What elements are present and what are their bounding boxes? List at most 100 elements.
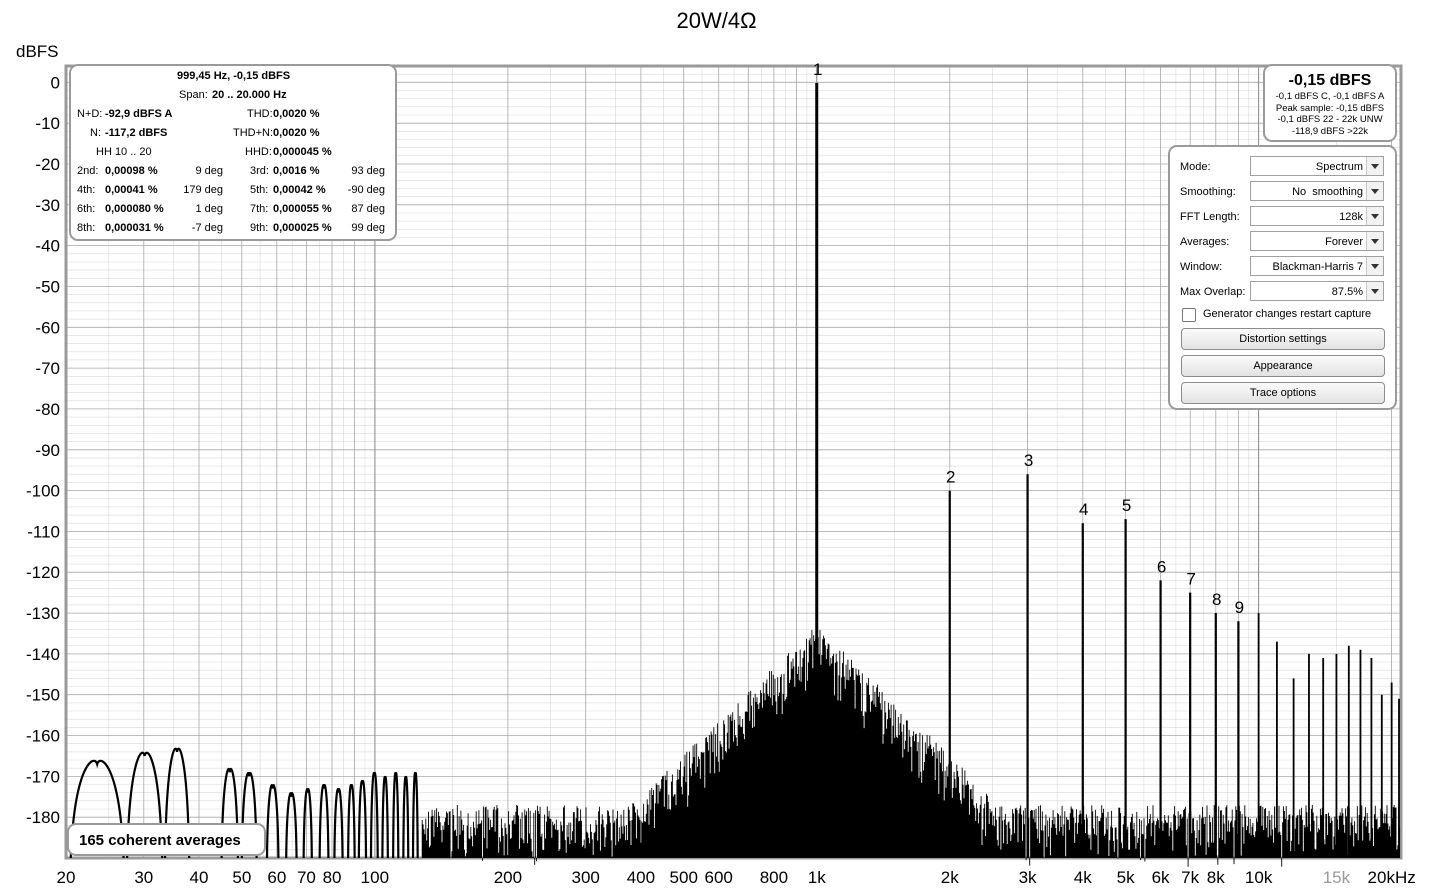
- x-tick-label: 1k: [808, 868, 826, 887]
- trace-sidelobe: [163, 747, 191, 859]
- trace-sidelobe: [265, 784, 280, 859]
- mode-value: Spectrum: [1315, 161, 1363, 173]
- thdn-label: THD+N:: [233, 127, 274, 139]
- harmonic-percent: 0,000055 %: [273, 203, 332, 215]
- x-tick-label: 6k: [1152, 868, 1170, 887]
- span-value: 20 .. 20.000 Hz: [212, 89, 287, 101]
- harmonic-row: 4th: 0,00041 % 179 deg 5th: 0,00042 % -90 deg: [71, 184, 395, 203]
- y-tick-label: -30: [35, 196, 60, 215]
- y-axis-unit-label: dBFS: [16, 42, 59, 61]
- trace-sidelobe: [240, 771, 258, 859]
- x-tick-label: 20kHz: [1368, 868, 1416, 887]
- level-line: -0,1 dBFS 22 - 22k UNW: [1277, 114, 1383, 125]
- harmonic-marker-label: 2: [946, 468, 955, 487]
- thd-value: 0,0020 %: [273, 108, 320, 120]
- harmonic-percent: 0,000025 %: [273, 222, 332, 234]
- window-label: Window:: [1180, 261, 1223, 273]
- x-tick-label: 100: [361, 868, 389, 887]
- chevron-down-icon[interactable]: [1366, 182, 1383, 200]
- y-tick-label: -40: [35, 237, 60, 256]
- x-tick-label: 400: [627, 868, 655, 887]
- harmonic-marker-label: 7: [1186, 570, 1195, 589]
- generator-restart-checkbox[interactable]: [1182, 308, 1196, 322]
- hh-range-label: HH 10 .. 20: [96, 146, 152, 158]
- smoothing-select[interactable]: No smoothing: [1250, 181, 1384, 201]
- nd-value: -92,9 dBFS A: [105, 108, 173, 120]
- span-label: Span:: [179, 89, 208, 101]
- chevron-down-icon[interactable]: [1366, 257, 1383, 275]
- y-tick-label: -160: [26, 727, 60, 746]
- averages-value: Forever: [1325, 236, 1363, 248]
- trace-sidelobe: [357, 779, 368, 859]
- averages-select[interactable]: Forever: [1250, 231, 1384, 251]
- x-tick-label: 200: [494, 868, 522, 887]
- harmonic-phase: -7 deg: [191, 222, 223, 234]
- smoothing-label: Smoothing:: [1180, 186, 1236, 198]
- chevron-down-icon[interactable]: [1366, 207, 1383, 225]
- harmonic-marker-label: 4: [1079, 500, 1088, 519]
- generator-restart-label: Generator changes restart capture: [1203, 308, 1372, 320]
- x-tick-label: 3k: [1019, 868, 1037, 887]
- fft-length-select[interactable]: 128k: [1250, 206, 1384, 226]
- y-tick-label: -90: [35, 441, 60, 460]
- y-tick-label: -10: [35, 114, 60, 133]
- y-tick-label: 0: [51, 73, 60, 92]
- x-tick-label: 600: [705, 868, 733, 887]
- trace-sidelobe: [381, 775, 389, 859]
- x-tick-label: 2k: [941, 868, 959, 887]
- level-panel: -0,15 dBFS -0,1 dBFS C, -0,1 dBFS A Peak…: [1263, 64, 1397, 142]
- hhd-value: 0,000045 %: [273, 146, 332, 158]
- fft-length-row: FFT Length: 128k: [1180, 206, 1386, 228]
- y-tick-label: -60: [35, 318, 60, 337]
- harmonic-phase: 1 deg: [195, 203, 223, 215]
- trace-sidelobe: [369, 771, 379, 859]
- harmonic-row: 8th: 0,000031 % -7 deg 9th: 0,000025 % 99 deg: [71, 222, 395, 241]
- harmonic-label: 3rd:: [250, 165, 269, 177]
- harmonic-label: 9th:: [250, 222, 269, 234]
- window-value: Blackman-Harris 7: [1272, 261, 1363, 273]
- harmonic-label: 6th:: [77, 203, 96, 215]
- trace-options-button[interactable]: Trace options: [1181, 382, 1385, 404]
- harmonic-marker-label: 5: [1122, 496, 1131, 515]
- trace-sidelobe: [411, 771, 419, 859]
- x-tick-label: 500: [670, 868, 698, 887]
- harmonic-marker-label: 6: [1157, 557, 1166, 576]
- x-tick-label: 8k: [1207, 868, 1225, 887]
- trace-group: [69, 630, 1401, 867]
- chevron-down-icon[interactable]: [1366, 157, 1383, 175]
- y-tick-label: -50: [35, 277, 60, 296]
- harmonic-label: 4th:: [77, 184, 96, 196]
- mode-select[interactable]: Spectrum: [1250, 156, 1384, 176]
- distortion-settings-button[interactable]: Distortion settings: [1181, 328, 1385, 350]
- chart-title: 20W/4Ω: [676, 8, 757, 33]
- max-overlap-select[interactable]: 87.5%: [1250, 281, 1384, 301]
- y-tick-label: -70: [35, 359, 60, 378]
- harmonic-phase: 9 deg: [195, 165, 223, 177]
- harmonic-phase: 87 deg: [351, 203, 385, 215]
- trace-sidelobe: [347, 784, 356, 859]
- y-tick-label: -110: [27, 522, 60, 541]
- harmonic-percent: 0,000031 %: [105, 222, 164, 234]
- generator-restart-option[interactable]: Generator changes restart capture: [1182, 308, 1392, 324]
- fft-length-value: 128k: [1339, 211, 1363, 223]
- chevron-down-icon[interactable]: [1366, 282, 1383, 300]
- smoothing-value: No smoothing: [1292, 186, 1363, 198]
- harmonic-marker-label: 3: [1024, 451, 1033, 470]
- smoothing-row: Smoothing: No smoothing: [1180, 181, 1386, 203]
- y-tick-label: -120: [26, 563, 60, 582]
- averages-badge: 165 coherent averages: [67, 823, 266, 856]
- y-tick-label: -130: [26, 604, 60, 623]
- nd-label: N+D:: [77, 108, 103, 120]
- thd-label: THD:: [247, 108, 273, 120]
- averages-row: Averages: Forever: [1180, 231, 1386, 253]
- chevron-down-icon[interactable]: [1366, 232, 1383, 250]
- n-value: -117,2 dBFS: [105, 127, 168, 139]
- x-tick-label: 800: [760, 868, 788, 887]
- averages-label: Averages:: [1180, 236, 1230, 248]
- appearance-button[interactable]: Appearance: [1181, 355, 1385, 377]
- harmonic-label: 5th:: [250, 184, 269, 196]
- x-tick-label: 4k: [1074, 868, 1092, 887]
- x-tick-label: 7k: [1181, 868, 1199, 887]
- trace-sidelobe: [302, 788, 313, 859]
- window-select[interactable]: Blackman-Harris 7: [1250, 256, 1384, 276]
